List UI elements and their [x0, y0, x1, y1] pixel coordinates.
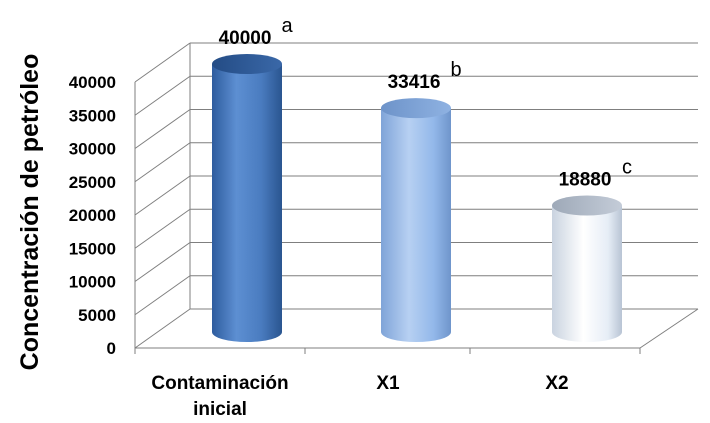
significance-letter: c: [622, 157, 632, 179]
y-tick-label: 0: [107, 339, 116, 358]
gridline-side: [134, 142, 191, 183]
significance-letter: a: [281, 15, 293, 37]
bar-top: [381, 98, 451, 119]
y-tick-label: 35000: [69, 106, 116, 125]
y-tick-label: 25000: [69, 173, 116, 192]
data-label: 40000: [219, 28, 272, 49]
x-category-label: X1: [376, 373, 400, 394]
gridline-side: [134, 275, 191, 316]
y-tick-label: 30000: [69, 140, 116, 159]
gridline-side: [134, 308, 191, 349]
gridline-side: [134, 109, 191, 149]
gridline-side: [134, 175, 191, 216]
y-axis-label: Concentración de petróleo: [16, 54, 44, 371]
bar-top: [212, 54, 282, 74]
y-tick-label: 15000: [69, 239, 116, 258]
bar-body: [552, 205, 622, 342]
x-category-label: X2: [545, 373, 568, 394]
x-category-label: inicial: [193, 399, 247, 420]
chart-bars: [212, 54, 622, 343]
bar-1: [212, 54, 282, 342]
bar-2: [381, 98, 451, 343]
bar-body: [381, 108, 451, 343]
data-label: 18880: [559, 170, 612, 191]
floor-right-edge: [639, 308, 699, 349]
data-label: 33416: [388, 72, 441, 93]
chart-labels: Concentración de petróleo 40000 a 33416 b 188…: [16, 15, 632, 420]
bar-3: [552, 195, 622, 342]
bar-body: [212, 64, 282, 342]
gridline-side: [134, 42, 191, 83]
y-tick-label: 20000: [69, 206, 116, 225]
gridline-side: [134, 208, 191, 249]
significance-letter: b: [450, 59, 461, 81]
x-category-label: Contaminación: [151, 373, 288, 394]
bar-top: [552, 195, 622, 216]
y-tick-label: 40000: [69, 73, 116, 92]
gridline-side: [134, 75, 191, 116]
y-tick-label: 10000: [69, 273, 116, 292]
gridline-side: [134, 242, 191, 282]
y-tick-label: 5000: [78, 306, 116, 325]
